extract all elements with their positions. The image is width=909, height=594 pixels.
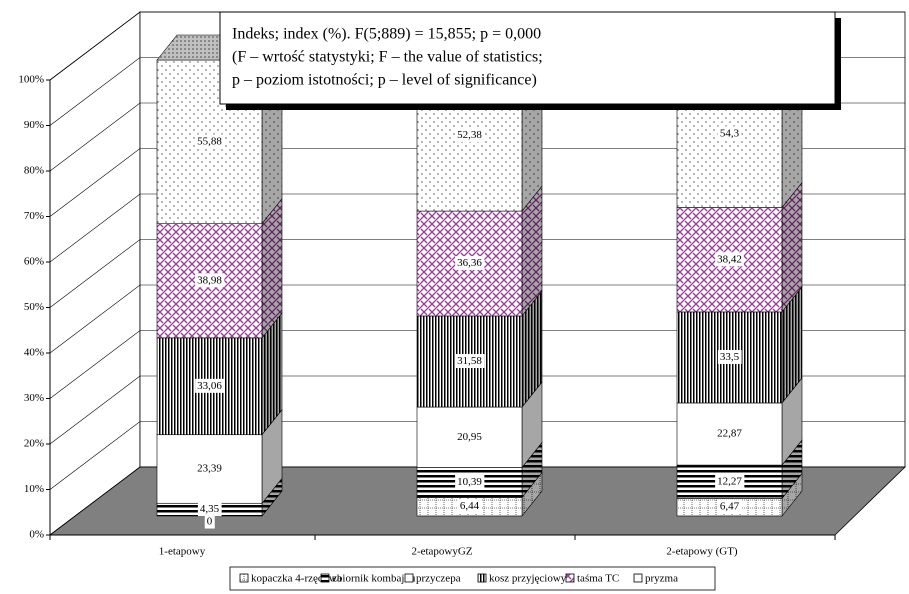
grid-line xyxy=(49,375,905,445)
value-label-bg xyxy=(455,354,485,369)
y-tick-label: 30% xyxy=(24,392,44,404)
y-tick-label: 100% xyxy=(18,74,44,86)
y-tick-label: 50% xyxy=(24,301,44,313)
value-label-bg xyxy=(457,499,482,514)
value-label: 10,39 xyxy=(457,476,482,488)
legend-marker xyxy=(404,573,414,583)
x-tick-label: 2-etapowyGZ xyxy=(411,546,472,558)
legend-marker xyxy=(477,573,487,583)
legend-label: zbiornik kombajnu xyxy=(332,573,416,585)
legend-label: kosz przyjęciowy xyxy=(489,573,567,585)
value-label-bg xyxy=(195,134,225,149)
legend-label: kopaczka 4-rzędowa xyxy=(251,573,342,585)
annotation: p – poziom istotności; p – level of sign… xyxy=(232,72,537,89)
value-label: 33,5 xyxy=(720,351,740,363)
value-label: 6,47 xyxy=(720,501,740,513)
y-tick-label: 0% xyxy=(29,529,44,541)
bar-side-shade xyxy=(782,440,802,499)
y-tick-label: 80% xyxy=(24,165,44,177)
value-label: 54,3 xyxy=(720,127,740,139)
legend-marker xyxy=(320,573,330,583)
x-tick-label: 2-etapowy (GT) xyxy=(666,546,738,558)
value-label: 12,27 xyxy=(717,475,742,487)
y-tick-label: 90% xyxy=(24,119,44,131)
value-label-bg xyxy=(715,474,745,489)
value-label-bg xyxy=(717,349,742,364)
value-label: 33,06 xyxy=(197,380,222,392)
value-label-bg xyxy=(204,514,215,529)
legend-marker xyxy=(565,573,575,583)
value-label-bg xyxy=(717,126,742,141)
bar-side-shade xyxy=(262,409,282,504)
value-label: 38,98 xyxy=(197,274,222,286)
y-tick-label: 70% xyxy=(24,210,44,222)
bar-side-shade xyxy=(522,382,542,468)
value-label: 4,35 xyxy=(200,503,220,515)
value-label: 38,42 xyxy=(717,253,742,265)
bar-side-shade xyxy=(262,312,282,435)
bar-side-shade xyxy=(782,377,802,466)
value-label-bg xyxy=(717,499,742,514)
bar-side-shade xyxy=(262,478,282,516)
y-tick-label: 60% xyxy=(24,256,44,268)
value-label-bg xyxy=(455,256,485,271)
legend-label: pryzma xyxy=(645,573,678,585)
legend-label: przyczepa xyxy=(416,573,461,585)
legend-label: taśma TC xyxy=(577,573,619,585)
bar-side-shade xyxy=(522,442,542,498)
grid-line xyxy=(49,193,905,263)
grid-line xyxy=(49,148,905,217)
legend-marker xyxy=(239,573,249,583)
legend-marker xyxy=(633,573,643,583)
x-tick-label: 1-etapowy xyxy=(159,546,206,558)
value-label: 23,39 xyxy=(197,463,222,475)
annotation: (F – wrtość statystyki; F – the value of… xyxy=(232,49,543,66)
value-label-bg xyxy=(455,128,485,143)
value-label: 36,36 xyxy=(457,257,482,269)
bars: 04,35 23,39 33,06 38,98 55,88 6,44 10,39 20,95 3… xyxy=(156,34,803,529)
value-label: 6,44 xyxy=(460,500,480,512)
bar-side-shade xyxy=(522,472,542,516)
value-label-bg xyxy=(195,273,225,288)
value-label: 52,38 xyxy=(457,129,482,141)
value-label: 55,88 xyxy=(197,135,222,147)
y-tick-label: 20% xyxy=(24,438,44,450)
value-label: 20,95 xyxy=(457,431,482,443)
bar-side-shade xyxy=(782,286,802,403)
grid-line xyxy=(49,284,905,354)
value-label-bg xyxy=(715,426,745,441)
legend-box xyxy=(229,566,716,591)
bar-side-shade xyxy=(782,182,802,312)
grid-line xyxy=(49,466,905,536)
bar-side-shade xyxy=(782,473,802,516)
bar-side-shade xyxy=(522,290,542,408)
bar-side-shade xyxy=(522,186,542,316)
y-tick-label: 40% xyxy=(24,347,44,359)
annotation-box xyxy=(219,11,836,105)
grid-line xyxy=(49,330,905,399)
value-label-bg xyxy=(195,461,225,476)
annotation: Indeks; index (%). F(5;889) = 15,855; p … xyxy=(232,26,541,43)
grid-line xyxy=(49,239,905,308)
value-label-bg xyxy=(195,378,225,393)
value-label-bg xyxy=(455,429,485,444)
y-tick-label: 10% xyxy=(24,483,44,495)
value-label-bg xyxy=(455,474,485,489)
grid-line xyxy=(49,421,905,490)
bar-side-shade xyxy=(262,198,282,338)
value-label-bg xyxy=(197,502,222,517)
value-label: 0 xyxy=(207,516,213,528)
value-label: 22,87 xyxy=(717,428,742,440)
value-label-bg xyxy=(715,252,744,267)
value-label: 31,58 xyxy=(457,355,482,367)
